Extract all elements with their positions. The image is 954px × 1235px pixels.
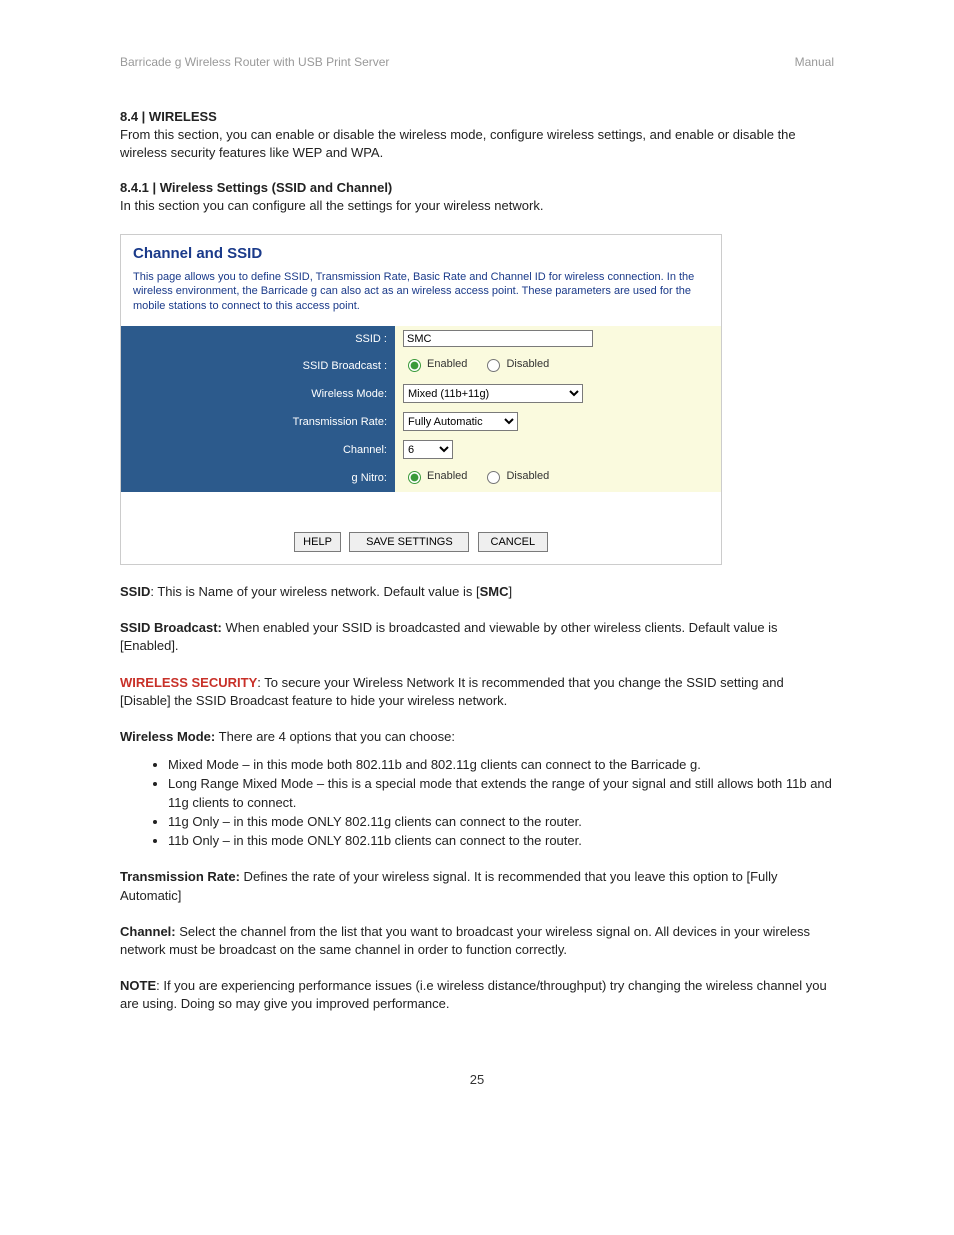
- page-container: Barricade g Wireless Router with USB Pri…: [0, 0, 954, 1127]
- broadcast-enabled-label: Enabled: [427, 358, 467, 370]
- row-mode: Wireless Mode: Mixed (11b+11g): [121, 380, 721, 408]
- label-channel: Channel:: [153, 436, 395, 464]
- channel-select[interactable]: 6: [403, 440, 453, 459]
- rate-select[interactable]: Fully Automatic: [403, 412, 518, 431]
- page-header: Barricade g Wireless Router with USB Pri…: [120, 55, 834, 69]
- section-8-4-text: From this section, you can enable or dis…: [120, 126, 834, 162]
- def-note-text: : If you are experiencing performance is…: [120, 978, 827, 1011]
- section-8-4-heading: 8.4 | WIRELESS: [120, 109, 834, 124]
- panel-button-row: HELP SAVE SETTINGS CANCEL: [121, 492, 721, 564]
- def-ssid: SSID: This is Name of your wireless netw…: [120, 583, 834, 601]
- def-mode: Wireless Mode: There are 4 options that …: [120, 728, 834, 746]
- def-mode-text: There are 4 options that you can choose:: [215, 729, 455, 744]
- mode-options-list: Mixed Mode – in this mode both 802.11b a…: [120, 756, 834, 850]
- row-ssid: SSID :: [121, 326, 721, 352]
- def-ssid-val: SMC: [480, 584, 509, 599]
- def-mode-label: Wireless Mode:: [120, 729, 215, 744]
- broadcast-disabled-radio[interactable]: [487, 359, 500, 372]
- settings-table: SSID : SSID Broadcast : Enabled Disabled: [121, 326, 721, 492]
- nitro-enabled-option[interactable]: Enabled: [403, 468, 467, 484]
- panel-description: This page allows you to define SSID, Tra…: [133, 270, 709, 315]
- row-channel: Channel: 6: [121, 436, 721, 464]
- label-nitro: g Nitro:: [153, 464, 395, 492]
- header-left: Barricade g Wireless Router with USB Pri…: [120, 55, 389, 69]
- nitro-disabled-radio[interactable]: [487, 471, 500, 484]
- row-rate: Transmission Rate: Fully Automatic: [121, 408, 721, 436]
- label-mode: Wireless Mode:: [153, 380, 395, 408]
- nitro-disabled-label: Disabled: [506, 470, 549, 482]
- broadcast-disabled-label: Disabled: [506, 358, 549, 370]
- def-security: WIRELESS SECURITY: To secure your Wirele…: [120, 674, 834, 710]
- def-ssid-close: ]: [508, 584, 512, 599]
- list-item: Mixed Mode – in this mode both 802.11b a…: [168, 756, 834, 775]
- label-broadcast: SSID Broadcast :: [153, 352, 395, 380]
- list-item: Long Range Mixed Mode – this is a specia…: [168, 775, 834, 813]
- cancel-button[interactable]: CANCEL: [478, 532, 548, 552]
- broadcast-enabled-radio[interactable]: [408, 359, 421, 372]
- def-note: NOTE: If you are experiencing performanc…: [120, 977, 834, 1013]
- def-channel: Channel: Select the channel from the lis…: [120, 923, 834, 959]
- list-item: 11b Only – in this mode ONLY 802.11b cli…: [168, 832, 834, 851]
- def-broadcast-label: SSID Broadcast:: [120, 620, 222, 635]
- def-ssid-text: : This is Name of your wireless network.…: [150, 584, 479, 599]
- nitro-enabled-radio[interactable]: [408, 471, 421, 484]
- header-right: Manual: [795, 55, 834, 69]
- def-note-label: NOTE: [120, 978, 156, 993]
- broadcast-enabled-option[interactable]: Enabled: [403, 356, 467, 372]
- mode-select[interactable]: Mixed (11b+11g): [403, 384, 583, 403]
- panel-title: Channel and SSID: [133, 245, 709, 262]
- row-nitro: g Nitro: Enabled Disabled: [121, 464, 721, 492]
- section-8-4-1-text: In this section you can configure all th…: [120, 197, 834, 215]
- ssid-input[interactable]: [403, 330, 593, 347]
- def-rate: Transmission Rate: Defines the rate of y…: [120, 868, 834, 904]
- row-broadcast: SSID Broadcast : Enabled Disabled: [121, 352, 721, 380]
- broadcast-disabled-option[interactable]: Disabled: [482, 356, 549, 372]
- nitro-disabled-option[interactable]: Disabled: [482, 468, 549, 484]
- def-channel-text: Select the channel from the list that yo…: [120, 924, 810, 957]
- def-rate-label: Transmission Rate:: [120, 869, 240, 884]
- label-ssid: SSID :: [153, 326, 395, 352]
- def-broadcast: SSID Broadcast: When enabled your SSID i…: [120, 619, 834, 655]
- section-8-4-1-heading: 8.4.1 | Wireless Settings (SSID and Chan…: [120, 180, 834, 195]
- label-rate: Transmission Rate:: [153, 408, 395, 436]
- channel-ssid-panel: Channel and SSID This page allows you to…: [120, 234, 722, 566]
- def-channel-label: Channel:: [120, 924, 176, 939]
- help-button[interactable]: HELP: [294, 532, 341, 552]
- save-settings-button[interactable]: SAVE SETTINGS: [349, 532, 469, 552]
- def-ssid-label: SSID: [120, 584, 150, 599]
- nitro-enabled-label: Enabled: [427, 470, 467, 482]
- page-number: 25: [120, 1072, 834, 1087]
- list-item: 11g Only – in this mode ONLY 802.11g cli…: [168, 813, 834, 832]
- def-security-label: WIRELESS SECURITY: [120, 675, 257, 690]
